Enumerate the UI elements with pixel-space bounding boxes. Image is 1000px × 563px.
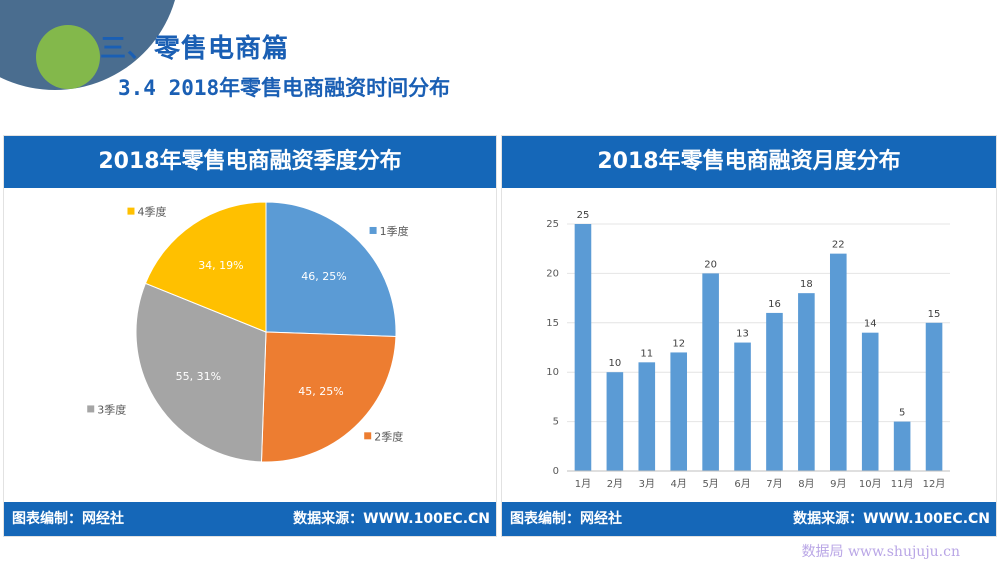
pie-slice	[144, 201, 267, 333]
bar	[893, 421, 911, 471]
x-tick-label: 6月	[734, 478, 750, 490]
pie-category-label: 1季度	[380, 224, 409, 238]
bar	[606, 372, 624, 471]
x-tick-label: 2月	[607, 478, 623, 490]
x-tick-label: 12月	[923, 478, 946, 490]
x-tick-label: 9月	[830, 478, 846, 490]
bar-value-label: 11	[640, 348, 653, 359]
pie-chart: 46, 25% 1季度 45, 25% 2季度 55, 31% 3季度 34, 19% 4季度	[87, 201, 409, 463]
footer-source: 数据来源：WWW.100EC.CN	[293, 511, 490, 527]
bar	[574, 224, 592, 471]
footer-source: 数据来源：WWW.100EC.CN	[793, 511, 990, 527]
monthly-chart-title: 2018年零售电商融资月度分布	[502, 136, 996, 188]
pie-category-label: 4季度	[137, 205, 166, 219]
bar	[829, 253, 847, 471]
x-tick-label: 1月	[575, 478, 591, 490]
bar-value-label: 13	[736, 329, 749, 340]
bar-chart: 0 5 10 15 20 25 25 1月 10 2月 11 3月 12 4月 20 5月 13 6月 16 7月 18…	[546, 210, 950, 490]
bar-value-label: 15	[928, 309, 941, 320]
bar	[638, 362, 656, 471]
legend-swatch	[87, 405, 95, 413]
bar	[861, 332, 879, 471]
y-tick-label: 5	[553, 417, 559, 428]
bar	[925, 322, 943, 471]
pie-data-label: 34, 19%	[198, 259, 243, 272]
x-tick-label: 5月	[702, 478, 718, 490]
pie-category-label: 3季度	[97, 402, 126, 416]
bar-value-label: 20	[704, 259, 717, 270]
x-tick-label: 3月	[639, 478, 655, 490]
quarterly-chart-panel: 2018年零售电商融资季度分布 46, 25% 1季度 45, 25% 2季度 55, …	[3, 135, 497, 537]
watermark-text: 数据局 www.shujuju.cn	[801, 544, 960, 560]
footer-compiled-by: 图表编制：网经社	[12, 511, 124, 527]
y-tick-label: 0	[553, 466, 559, 477]
legend-swatch	[127, 207, 135, 215]
bar	[798, 293, 815, 471]
bar	[702, 273, 719, 471]
pie-data-label: 55, 31%	[176, 370, 221, 383]
footer-compiled-by: 图表编制：网经社	[510, 511, 622, 527]
y-tick-label: 25	[546, 219, 559, 230]
pie-data-label: 46, 25%	[301, 270, 346, 283]
bar-value-label: 22	[832, 240, 845, 251]
x-tick-label: 4月	[671, 478, 687, 490]
x-tick-label: 10月	[859, 478, 882, 490]
legend-swatch	[364, 432, 372, 440]
pie-category-label: 2季度	[374, 429, 403, 443]
bar	[766, 312, 783, 471]
y-tick-label: 10	[546, 367, 559, 378]
pie-data-label: 45, 25%	[298, 385, 343, 398]
bar-value-label: 16	[768, 299, 781, 310]
bar	[734, 342, 751, 471]
x-tick-label: 11月	[891, 478, 914, 490]
monthly-chart-panel: 2018年零售电商融资月度分布 0 5 10 15 20 25 25 1月 10 2月 11 3月 12…	[501, 135, 997, 537]
bar-value-label: 12	[672, 338, 685, 349]
bar-value-label: 18	[800, 279, 813, 290]
bar-value-label: 5	[899, 408, 905, 419]
quarterly-chart-title: 2018年零售电商融资季度分布	[4, 136, 496, 188]
pie-slice	[265, 201, 397, 338]
pie-slice	[135, 282, 267, 463]
panel-footer: 图表编制：网经社 数据来源：WWW.100EC.CN	[4, 502, 496, 536]
pie-slice	[260, 331, 397, 463]
legend-swatch	[369, 226, 377, 234]
y-tick-label: 20	[546, 268, 559, 279]
bar-value-label: 10	[609, 358, 622, 369]
page-title: 三、零售电商篇	[100, 34, 290, 64]
x-tick-label: 8月	[798, 478, 814, 490]
bar-value-label: 25	[577, 210, 590, 221]
decorative-circle-green	[36, 25, 100, 89]
panel-footer: 图表编制：网经社 数据来源：WWW.100EC.CN	[502, 502, 996, 536]
y-tick-label: 15	[546, 318, 559, 329]
bar-value-label: 14	[864, 319, 877, 330]
page-subtitle: 3.4 2018年零售电商融资时间分布	[118, 76, 451, 100]
x-tick-label: 7月	[766, 478, 782, 490]
bar	[670, 352, 688, 471]
